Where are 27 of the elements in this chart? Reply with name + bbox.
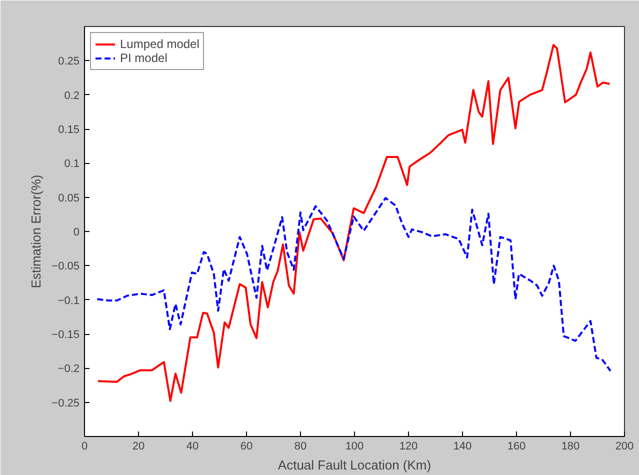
y-axis-title: Estimation Error(%) [28,174,44,288]
y-tick-label: 0.25 [58,56,80,68]
y-tick-label: −0.1 [58,294,80,307]
y-tick-label: 0.15 [58,124,80,136]
legend-label: PI model [120,51,168,65]
y-tick-label: −0.05 [52,260,80,273]
x-tick-label: 160 [507,440,526,452]
y-tick-label: 0 [73,226,80,238]
x-tick-label: 80 [294,440,307,452]
y-tick-label: 0.05 [58,192,80,204]
y-tick-label: 0.1 [64,158,80,170]
x-tick-label: 120 [399,440,418,452]
x-tick-label: 180 [561,440,580,452]
y-tick-label: 0.2 [64,90,80,102]
x-tick-label: 0 [81,440,88,452]
x-tick-label: 40 [186,440,199,452]
x-tick-label: 200 [615,440,634,452]
line-series [96,197,612,372]
x-tick-label: 100 [345,440,364,452]
y-tick-label: −0.25 [52,397,80,410]
x-tick-label: 140 [453,440,472,452]
x-axis-title: Actual Fault Location (Km) [278,458,432,472]
x-tick-label: 20 [132,440,145,452]
y-tick-label: −0.2 [58,363,80,376]
y-tick-label: −0.15 [52,329,80,341]
legend-label: Lumped model [120,37,200,51]
x-tick-label: 60 [240,440,253,452]
